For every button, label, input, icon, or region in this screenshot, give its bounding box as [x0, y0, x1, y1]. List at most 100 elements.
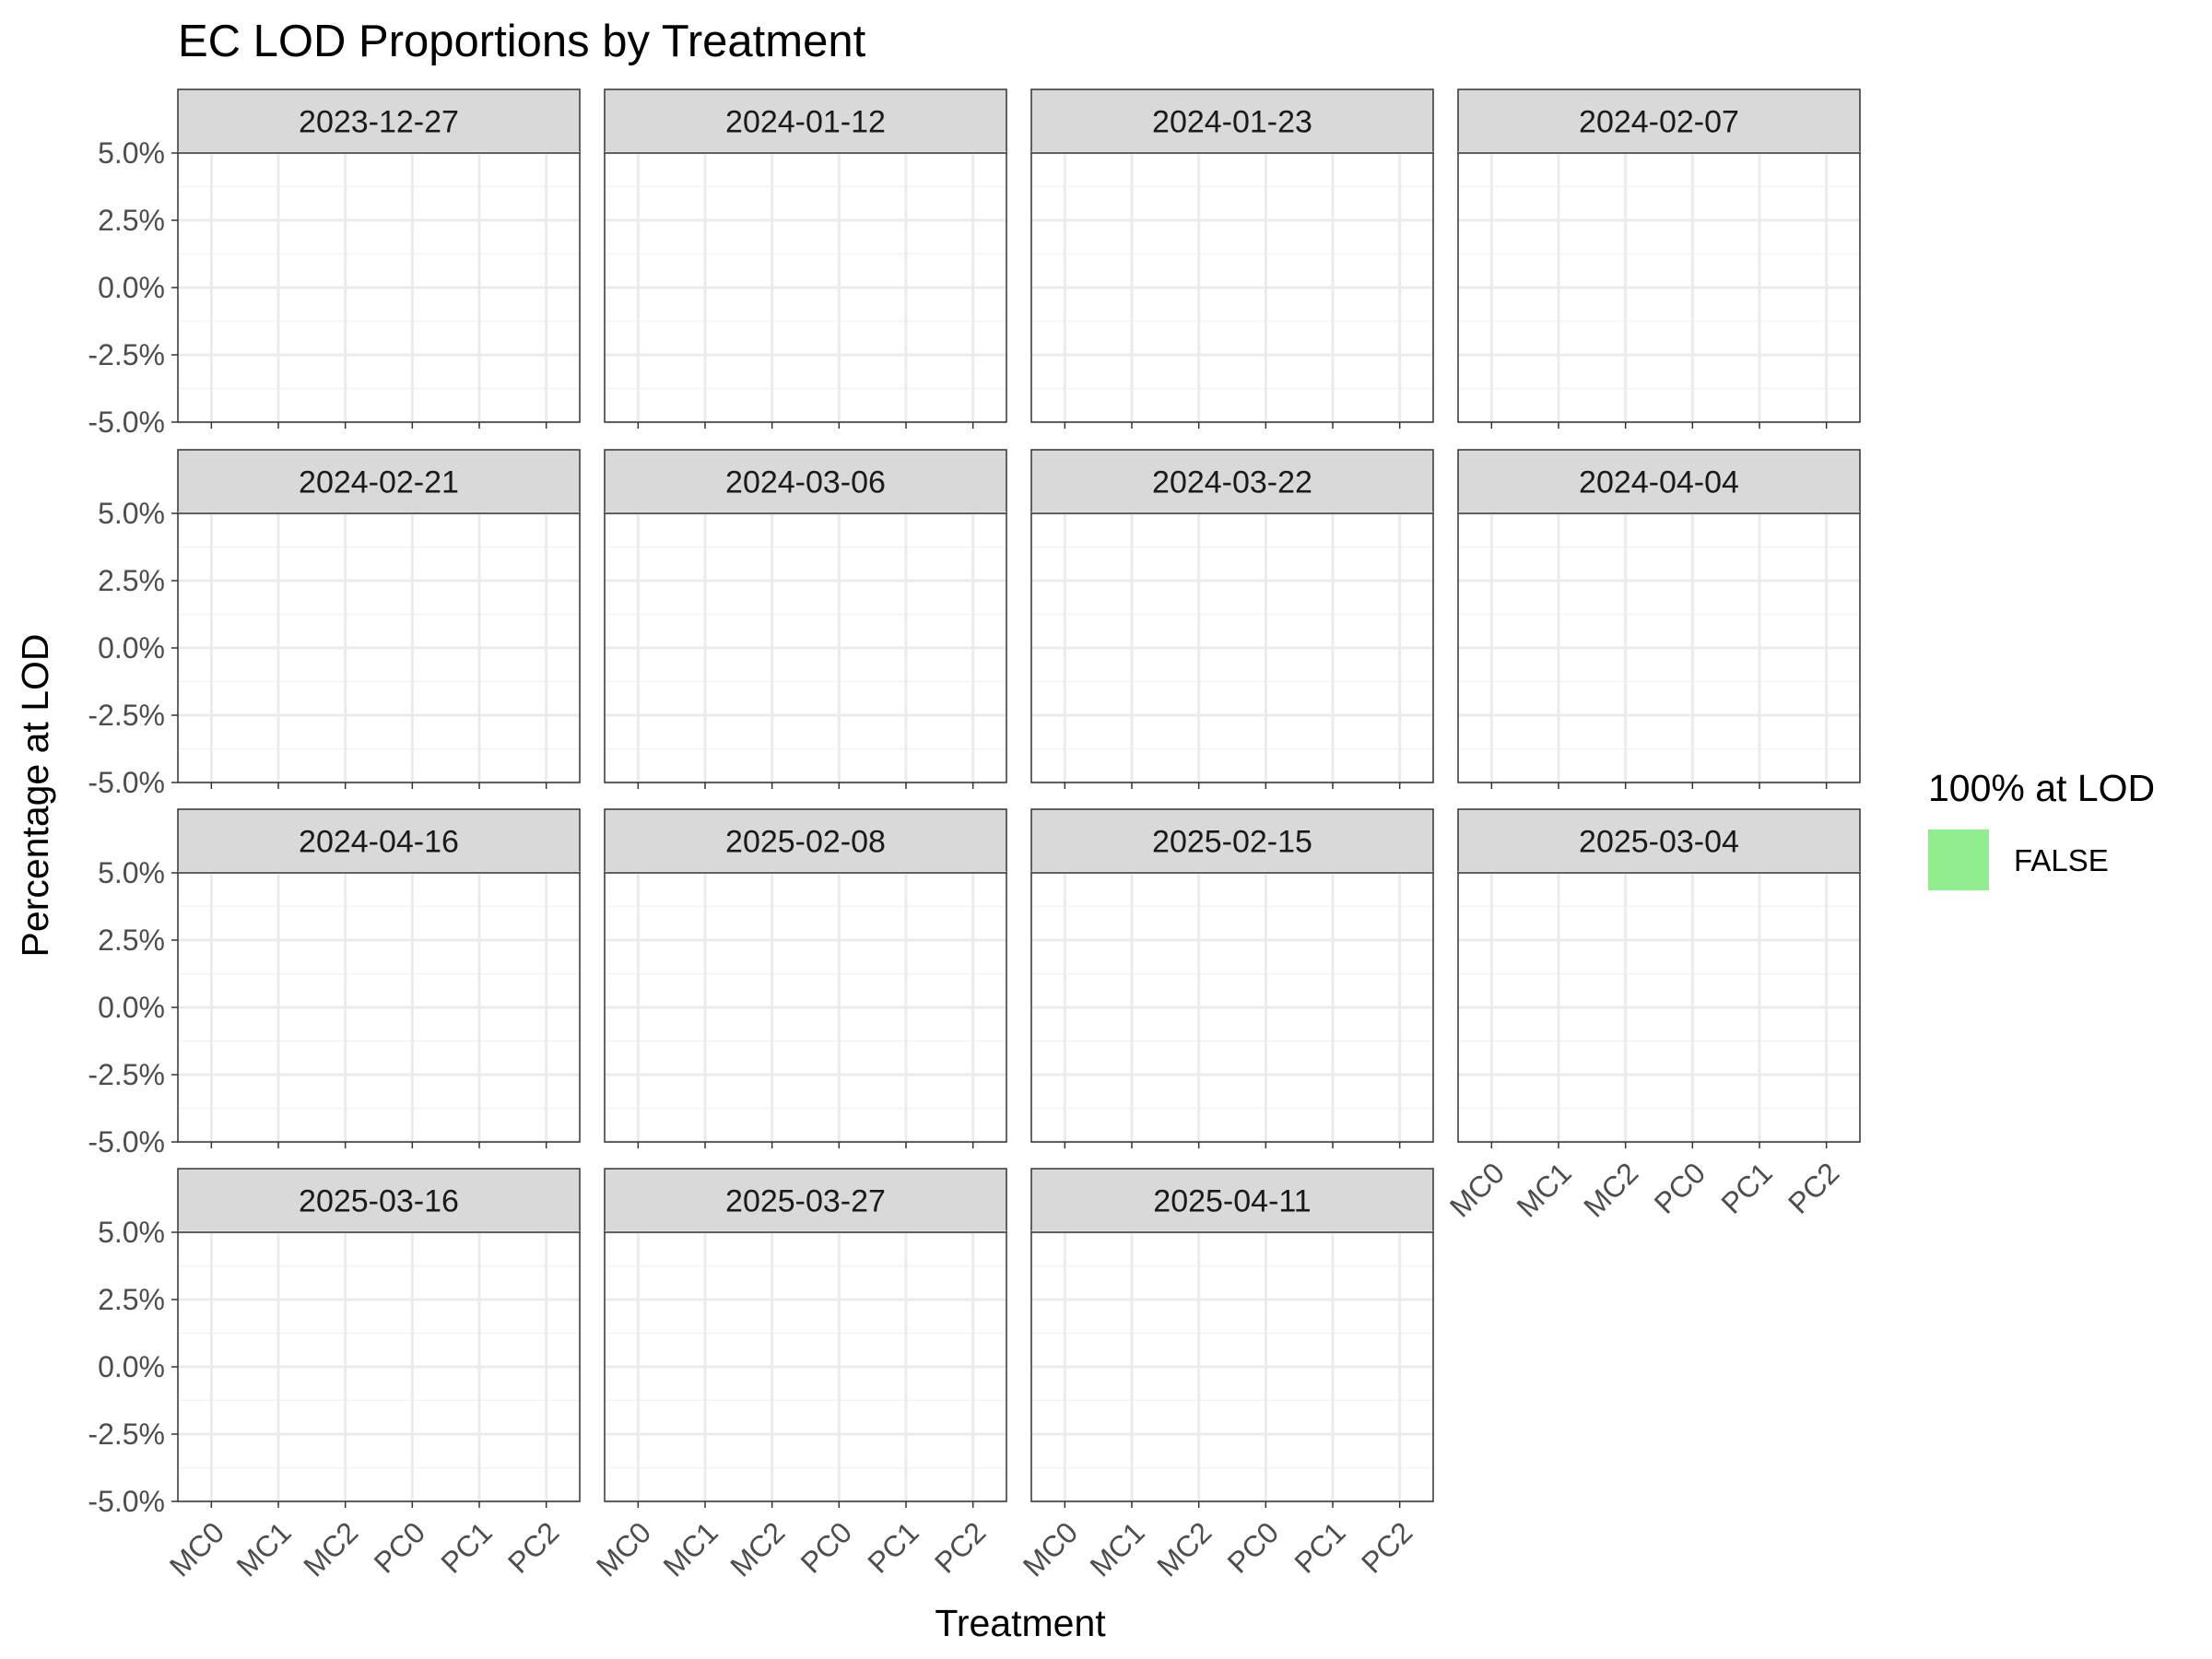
- y-tick-label: -2.5%: [88, 338, 165, 371]
- x-tick-label-pc2: PC2: [1355, 1515, 1418, 1579]
- x-tick-label-pc1: PC1: [1714, 1156, 1778, 1219]
- facet-strip-label: 2025-03-04: [1579, 825, 1739, 860]
- x-tick-label-pc0: PC0: [1648, 1156, 1712, 1219]
- y-tick-label: 2.5%: [98, 204, 165, 237]
- panel-border: [1030, 872, 1434, 1143]
- x-tick-label-pc1: PC1: [434, 1515, 498, 1579]
- y-tick-label: 5.0%: [98, 497, 165, 530]
- chart-title: EC LOD Proportions by Treatment: [178, 17, 866, 66]
- y-tick-label: 2.5%: [98, 564, 165, 597]
- panel-border: [1457, 872, 1861, 1143]
- x-tick-label-pc2: PC2: [501, 1515, 565, 1579]
- panel-border: [1030, 152, 1434, 423]
- panel-border: [1030, 1231, 1434, 1502]
- facet-strip-label: 2024-03-22: [1152, 465, 1312, 500]
- y-tick-label: 5.0%: [98, 856, 165, 889]
- facet-strip: [604, 808, 1007, 874]
- y-tick-label: -5.0%: [88, 406, 165, 439]
- x-tick-label-pc0: PC0: [794, 1515, 858, 1579]
- x-tick-label-pc0: PC0: [1221, 1515, 1285, 1579]
- facet-strip-label: 2025-03-16: [299, 1184, 459, 1219]
- x-tick-label-mc1: MC1: [657, 1515, 724, 1583]
- y-tick-label: 0.0%: [98, 1350, 165, 1383]
- y-tick-label: -2.5%: [88, 699, 165, 732]
- x-tick-label-mc0: MC0: [163, 1515, 230, 1583]
- x-tick-label-mc2: MC2: [297, 1515, 364, 1583]
- panel-border: [1457, 152, 1861, 423]
- facet-2024-03-22: 2024-03-22: [1030, 449, 1434, 789]
- facet-2024-01-12: 2024-01-12: [604, 88, 1007, 429]
- y-axis-title: Percentage at LOD: [14, 634, 56, 958]
- facet-strip: [177, 1168, 581, 1233]
- y-tick-label: 2.5%: [98, 1283, 165, 1316]
- facet-2024-02-07: 2024-02-07: [1457, 88, 1861, 429]
- facet-strip-label: 2024-01-23: [1152, 105, 1312, 140]
- facet-strip-label: 2023-12-27: [299, 105, 459, 140]
- facet-2025-03-27: 2025-03-27 MC0 MC1 MC2 PC0 PC1 PC2: [590, 1168, 1007, 1583]
- facet-strip: [177, 88, 581, 154]
- y-tick-label: 5.0%: [98, 1216, 165, 1249]
- y-tick-label: -5.0%: [88, 1485, 165, 1518]
- facet-2025-03-04: 2025-03-04 MC0 MC1 MC2 PC0 PC1 PC2: [1443, 808, 1861, 1224]
- x-tick-label-mc1: MC1: [1511, 1156, 1578, 1223]
- facet-grid: 2023-12-27 5.0% 2.5% 0.0% -2.5% -5.0% 2024-01-…: [88, 88, 1861, 1583]
- facet-2025-02-15: 2025-02-15: [1030, 808, 1434, 1148]
- facet-strip-label: 2024-04-16: [299, 825, 459, 860]
- facet-strip-label: 2025-04-11: [1153, 1184, 1311, 1219]
- facet-strip: [177, 808, 581, 874]
- x-tick-label-mc2: MC2: [1150, 1515, 1218, 1583]
- legend-label-false: FALSE: [2014, 843, 2109, 877]
- facet-2024-04-16: 2024-04-16 5.0% 2.5% 0.0% -2.5% -5.0%: [88, 808, 581, 1159]
- facet-2024-03-06: 2024-03-06: [604, 449, 1007, 789]
- panel-border: [604, 512, 1007, 783]
- facet-2025-03-16: 2025-03-16 5.0% 2.5% 0.0% -2.5% -5.0%MC0 MC1 MC…: [88, 1168, 581, 1583]
- panel-border: [1457, 512, 1861, 783]
- y-tick-label: 0.0%: [98, 631, 165, 665]
- facet-2024-01-23: 2024-01-23: [1030, 88, 1434, 429]
- x-tick-label-mc1: MC1: [1084, 1515, 1151, 1583]
- x-tick-label-pc1: PC1: [861, 1515, 924, 1579]
- facet-strip: [604, 1168, 1007, 1233]
- y-tick-label: 2.5%: [98, 924, 165, 957]
- facet-strip-label: 2024-02-21: [299, 465, 459, 500]
- x-tick-label-mc0: MC0: [1017, 1515, 1084, 1583]
- facet-strip: [177, 449, 581, 514]
- facet-strip-label: 2024-02-07: [1579, 105, 1739, 140]
- facet-2023-12-27: 2023-12-27 5.0% 2.5% 0.0% -2.5% -5.0%: [88, 88, 581, 439]
- x-tick-label-mc0: MC0: [1443, 1156, 1511, 1223]
- x-tick-label-pc2: PC2: [928, 1515, 992, 1579]
- y-tick-label: -5.0%: [88, 766, 165, 799]
- legend-key-false: [1928, 830, 1989, 890]
- y-tick-label: -2.5%: [88, 1058, 165, 1091]
- facet-strip-label: 2025-02-08: [725, 825, 886, 860]
- facet-strip: [604, 449, 1007, 514]
- facet-2024-02-21: 2024-02-21 5.0% 2.5% 0.0% -2.5% -5.0%: [88, 449, 581, 799]
- facet-strip: [1030, 88, 1434, 154]
- x-axis-title: Treatment: [935, 1602, 1106, 1644]
- facet-2024-04-04: 2024-04-04: [1457, 449, 1861, 789]
- facet-strip-label: 2024-04-04: [1579, 465, 1739, 500]
- facet-2025-04-11: 2025-04-11 MC0 MC1 MC2 PC0 PC1 PC2: [1017, 1168, 1434, 1583]
- panel-border: [604, 872, 1007, 1143]
- facet-strip-label: 2025-03-27: [725, 1184, 886, 1219]
- x-tick-label-mc0: MC0: [590, 1515, 657, 1583]
- facet-strip: [1030, 1168, 1434, 1233]
- x-tick-label-mc2: MC2: [724, 1515, 791, 1583]
- x-tick-label-pc2: PC2: [1782, 1156, 1845, 1219]
- facet-strip-label: 2024-01-12: [725, 105, 886, 140]
- y-tick-label: 0.0%: [98, 271, 165, 304]
- facet-strip: [1030, 808, 1434, 874]
- x-tick-label-mc1: MC1: [230, 1515, 298, 1583]
- x-tick-label-mc2: MC2: [1577, 1156, 1644, 1223]
- facet-2025-02-08: 2025-02-08: [604, 808, 1007, 1148]
- legend: 100% at LOD FALSE: [1928, 767, 2155, 890]
- facet-strip: [1457, 88, 1861, 154]
- x-tick-label-pc1: PC1: [1288, 1515, 1351, 1579]
- y-tick-label: 0.0%: [98, 991, 165, 1024]
- x-tick-label-pc0: PC0: [368, 1515, 431, 1579]
- facet-strip: [1457, 808, 1861, 874]
- y-tick-label: -2.5%: [88, 1418, 165, 1451]
- facet-strip: [1030, 449, 1434, 514]
- facet-strip: [1457, 449, 1861, 514]
